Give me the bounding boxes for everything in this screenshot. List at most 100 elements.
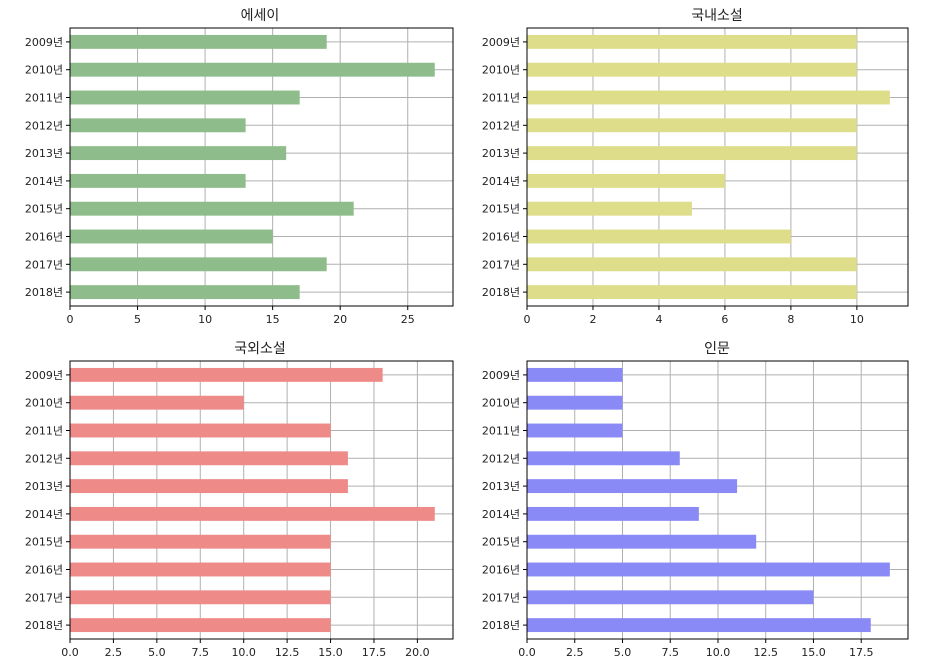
y-tick-label: 2014년 — [25, 508, 63, 521]
y-tick-label: 2014년 — [25, 175, 63, 188]
y-tick-label: 2010년 — [25, 397, 63, 410]
bar-humanities-2009년 — [527, 367, 623, 382]
x-tick-label: 20.0 — [405, 646, 430, 659]
y-tick-label: 2017년 — [25, 591, 63, 604]
bar-foreign-novel-2015년 — [70, 534, 331, 549]
y-tick-label: 2010년 — [482, 64, 520, 77]
bar-essay-2017년 — [70, 257, 327, 272]
bar-domestic-novel-2010년 — [527, 62, 857, 77]
y-tick-label: 2010년 — [25, 64, 63, 77]
bars-essay — [70, 34, 435, 300]
y-tick-label: 2017년 — [482, 258, 520, 271]
y-tick-label: 2014년 — [482, 175, 520, 188]
x-tick-label: 17.5 — [362, 646, 387, 659]
x-tick-label: 2.5 — [105, 646, 123, 659]
foreign-novel-chart: 2009년 2010년 2011년 2012년 2013년 2014년 2015년 2016년… — [25, 341, 454, 659]
x-tick-label: 0 — [67, 313, 74, 326]
x-tick-label: 12.5 — [753, 646, 778, 659]
bar-domestic-novel-2009년 — [527, 34, 857, 49]
bar-foreign-novel-2014년 — [70, 506, 435, 521]
x-tick-label: 15.0 — [801, 646, 826, 659]
y-tick-label: 2012년 — [25, 119, 63, 132]
bar-domestic-novel-2017년 — [527, 257, 857, 272]
y-tick-label: 2009년 — [25, 36, 63, 49]
bar-domestic-novel-2012년 — [527, 118, 857, 133]
x-tick-label: 6 — [721, 313, 728, 326]
y-tick-label: 2012년 — [482, 119, 520, 132]
y-tick-label: 2016년 — [25, 564, 63, 577]
bar-humanities-2014년 — [527, 506, 699, 521]
x-tick-label: 4 — [655, 313, 662, 326]
bar-humanities-2013년 — [527, 479, 738, 494]
y-tick-label: 2011년 — [482, 425, 520, 438]
bar-foreign-novel-2012년 — [70, 451, 348, 466]
y-tick-label: 2018년 — [25, 286, 63, 299]
y-tick-label: 2015년 — [25, 536, 63, 549]
chart-title-humanities: 인문 — [704, 341, 730, 357]
bar-foreign-novel-2017년 — [70, 590, 331, 605]
y-tick-label: 2015년 — [25, 203, 63, 216]
y-tick-label: 2018년 — [25, 619, 63, 632]
y-tick-label: 2009년 — [482, 369, 520, 382]
bar-essay-2011년 — [70, 90, 300, 105]
y-tick-label: 2016년 — [25, 231, 63, 244]
axes-frame-foreign-novel — [69, 360, 454, 640]
bar-domestic-novel-2011년 — [527, 90, 890, 105]
chart-title-domestic-novel: 국내소설 — [691, 8, 743, 24]
bar-essay-2014년 — [70, 173, 246, 188]
x-tick-label: 2.5 — [566, 646, 584, 659]
x-tick-label: 15.0 — [318, 646, 343, 659]
x-tick-label: 20 — [333, 313, 347, 326]
bar-humanities-2015년 — [527, 534, 757, 549]
bar-essay-2009년 — [70, 34, 327, 49]
y-tick-label: 2014년 — [482, 508, 520, 521]
bar-essay-2015년 — [70, 201, 354, 216]
bars-domestic-novel — [527, 34, 890, 300]
bar-domestic-novel-2016년 — [527, 229, 791, 244]
bar-foreign-novel-2018년 — [70, 618, 331, 633]
bar-domestic-novel-2014년 — [527, 173, 725, 188]
bar-foreign-novel-2013년 — [70, 479, 348, 494]
bars-humanities — [527, 367, 890, 633]
chart-title-foreign-novel: 국외소설 — [234, 341, 286, 357]
bar-essay-2012년 — [70, 118, 246, 133]
y-tick-label: 2013년 — [482, 480, 520, 493]
y-tick-label: 2011년 — [25, 425, 63, 438]
y-tick-label: 2011년 — [25, 92, 63, 105]
y-tick-label: 2018년 — [482, 619, 520, 632]
y-tick-label: 2017년 — [25, 258, 63, 271]
bar-humanities-2012년 — [527, 451, 680, 466]
bar-domestic-novel-2018년 — [527, 285, 857, 300]
bar-domestic-novel-2015년 — [527, 201, 692, 216]
bar-foreign-novel-2011년 — [70, 423, 331, 438]
y-tick-label: 2013년 — [25, 480, 63, 493]
x-tick-label: 8 — [787, 313, 794, 326]
bar-essay-2010년 — [70, 62, 435, 77]
axes-frame-domestic-novel — [526, 27, 909, 307]
x-tick-label: 10 — [850, 313, 864, 326]
x-tick-label: 7.5 — [661, 646, 679, 659]
x-tick-label: 0.0 — [518, 646, 536, 659]
x-tick-label: 5.0 — [148, 646, 166, 659]
y-tick-label: 2011년 — [482, 92, 520, 105]
bar-domestic-novel-2013년 — [527, 146, 857, 161]
chart-title-essay: 에세이 — [241, 8, 280, 24]
x-tick-label: 12.5 — [275, 646, 300, 659]
bar-humanities-2016년 — [527, 562, 890, 577]
x-tick-label: 10.0 — [706, 646, 731, 659]
y-tick-label: 2013년 — [482, 147, 520, 160]
y-tick-label: 2009년 — [25, 369, 63, 382]
bar-essay-2018년 — [70, 285, 300, 300]
bar-foreign-novel-2010년 — [70, 395, 244, 410]
y-tick-label: 2016년 — [482, 231, 520, 244]
y-tick-label: 2012년 — [25, 452, 63, 465]
y-tick-label: 2013년 — [25, 147, 63, 160]
y-tick-label: 2015년 — [482, 536, 520, 549]
y-tick-label: 2010년 — [482, 397, 520, 410]
y-tick-label: 2015년 — [482, 203, 520, 216]
bar-humanities-2018년 — [527, 618, 871, 633]
y-tick-label: 2012년 — [482, 452, 520, 465]
bars-foreign-novel — [70, 367, 435, 633]
x-tick-label: 15 — [266, 313, 280, 326]
